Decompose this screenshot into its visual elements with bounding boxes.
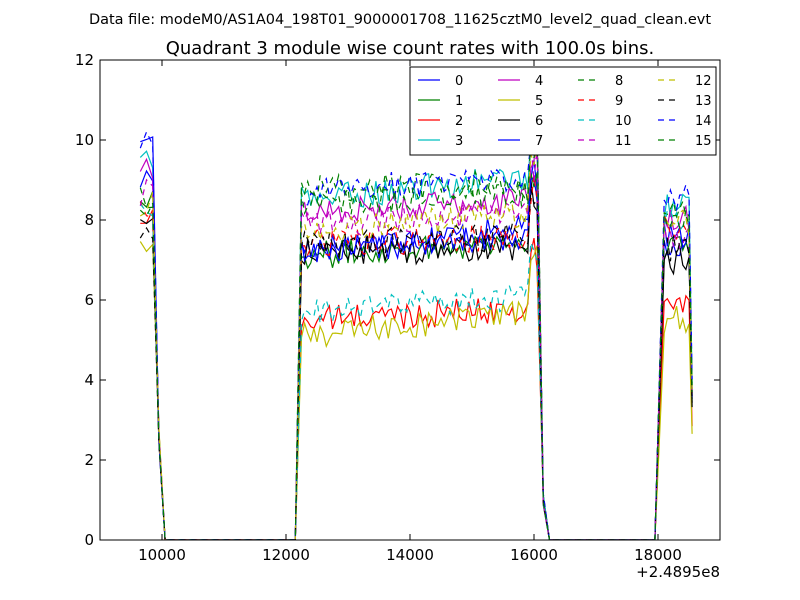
series-line-2 [140,209,693,540]
x-tick-label: 14000 [386,546,434,564]
legend-label-13: 13 [695,94,712,109]
legend-label-5: 5 [535,94,543,109]
legend-label-14: 14 [695,114,712,129]
series-line-8 [139,117,693,540]
x-axis: 10000 12000 14000 16000 18000 [138,60,682,564]
y-tick-label: 12 [75,51,94,69]
chart-suptitle: Data file: modeM0/AS1A04_198T01_90000017… [89,12,711,28]
legend-label-15: 15 [695,134,712,149]
legend-box [409,66,717,156]
x-tick-label: 16000 [510,546,558,564]
series-line-10 [139,203,693,540]
y-tick-label: 2 [84,451,94,469]
legend-label-1: 1 [455,94,463,109]
legend-label-10: 10 [615,114,632,129]
legend-label-11: 11 [615,134,632,149]
y-tick-label: 8 [84,211,94,229]
legend-label-6: 6 [535,114,543,129]
legend-label-8: 8 [615,74,623,89]
legend-label-2: 2 [455,114,463,129]
series-line-3 [139,121,693,540]
legend-label-9: 9 [615,94,623,109]
x-tick-label: 18000 [634,546,682,564]
legend-label-0: 0 [455,74,463,89]
series-layer [139,117,693,540]
y-tick-label: 6 [84,291,94,309]
y-tick-label: 10 [75,131,94,149]
legend-label-3: 3 [455,134,463,149]
series-line-11 [139,142,693,540]
series-line-5 [139,241,693,540]
series-line-1 [139,172,693,540]
x-tick-label: 10000 [138,546,186,564]
series-line-15 [139,127,693,540]
legend-label-4: 4 [535,74,543,89]
legend-label-7: 7 [535,134,543,149]
x-tick-label: 12000 [262,546,310,564]
series-line-13 [139,189,693,540]
series-line-9 [139,175,693,540]
chart-title: Quadrant 3 module wise count rates with … [166,38,655,59]
series-line-12 [139,147,693,540]
x-offset-label: +2.4895e8 [636,563,720,581]
series-line-7 [140,136,693,540]
legend-label-12: 12 [695,74,712,89]
y-tick-label: 0 [84,531,94,549]
series-line-14 [139,126,693,540]
y-tick-label: 4 [84,371,94,389]
